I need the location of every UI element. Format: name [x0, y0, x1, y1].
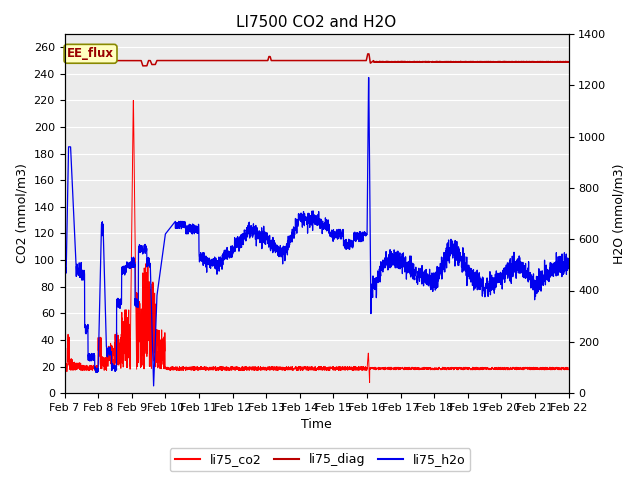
Text: EE_flux: EE_flux: [67, 48, 114, 60]
li75_diag: [148, 61, 156, 67]
li75_h2o: [276, 248, 284, 253]
li75_diag: [501, 59, 509, 65]
Line: li75_diag: li75_diag: [65, 54, 568, 66]
li75_diag: [555, 60, 563, 65]
li75_co2: [129, 97, 137, 103]
Y-axis label: CO2 (mmol/m3): CO2 (mmol/m3): [15, 164, 28, 264]
li75_h2o: [501, 279, 509, 285]
X-axis label: Time: Time: [301, 419, 332, 432]
Line: li75_co2: li75_co2: [65, 100, 568, 383]
li75_diag: [254, 58, 262, 63]
Title: LI7500 CO2 and H2O: LI7500 CO2 and H2O: [236, 15, 397, 30]
li75_h2o: [150, 383, 157, 389]
li75_co2: [555, 366, 563, 372]
li75_h2o: [254, 231, 262, 237]
li75_co2: [365, 380, 373, 385]
li75_co2: [61, 365, 68, 371]
li75_diag: [118, 58, 126, 63]
li75_diag: [139, 63, 147, 69]
li75_h2o: [118, 269, 126, 275]
li75_co2: [564, 367, 572, 372]
Line: li75_h2o: li75_h2o: [65, 78, 568, 386]
li75_co2: [276, 364, 284, 370]
Legend: li75_co2, li75_diag, li75_h2o: li75_co2, li75_diag, li75_h2o: [170, 448, 470, 471]
li75_h2o: [148, 323, 156, 328]
li75_h2o: [365, 75, 372, 81]
li75_diag: [61, 60, 68, 66]
li75_h2o: [564, 257, 572, 263]
li75_co2: [501, 364, 509, 370]
li75_h2o: [555, 264, 563, 270]
li75_diag: [564, 59, 572, 65]
li75_co2: [254, 368, 262, 373]
li75_diag: [364, 51, 372, 57]
li75_diag: [276, 58, 284, 63]
li75_co2: [148, 281, 156, 287]
li75_h2o: [61, 270, 68, 276]
li75_co2: [118, 317, 126, 323]
Y-axis label: H2O (mmol/m3): H2O (mmol/m3): [612, 163, 625, 264]
